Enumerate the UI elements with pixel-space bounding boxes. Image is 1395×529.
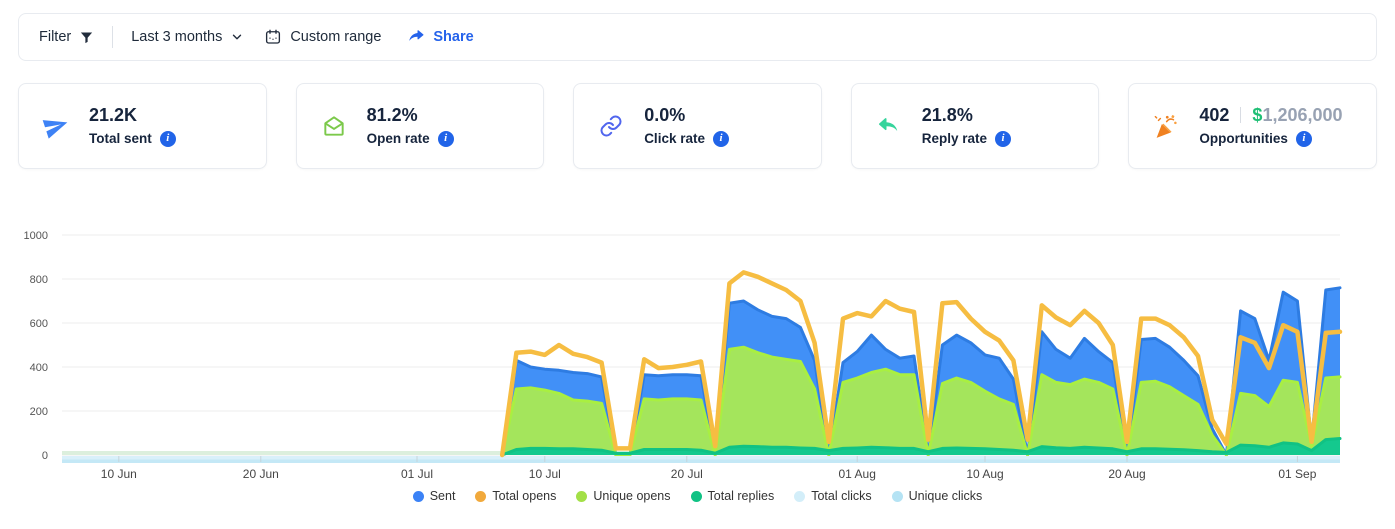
legend-dot-icon [690,490,702,502]
calendar-icon [264,28,282,46]
stat-card-open-rate: 81.2% Open rate [295,83,545,169]
stat-card-click-rate: 0.0% Click rate [573,83,822,169]
stat-card-reply-rate: 21.8% Reply rate [850,83,1100,169]
stat-value: 81.2% [366,104,418,125]
svg-text:800: 800 [30,274,48,286]
svg-text:01 Sep: 01 Sep [1278,467,1316,481]
legend-item-unique-opens[interactable]: Unique opens [576,489,671,503]
stat-label: Opportunities [1199,130,1288,146]
svg-text:10 Aug: 10 Aug [966,467,1003,481]
stat-value: 21.8% [921,104,973,125]
date-range-label: Last 3 months [131,29,223,45]
legend-dot-icon [412,490,424,502]
svg-text:0: 0 [42,450,48,462]
filter-toolbar: Filter Last 3 months Custom range Share [18,13,1377,61]
svg-text:20 Aug: 20 Aug [1108,467,1145,481]
share-button[interactable]: Share [397,28,483,46]
stats-row: 21.2K Total sent 81.2% Open rate 0.0% Cl… [18,83,1377,169]
svg-text:10 Jul: 10 Jul [529,467,561,481]
reply-icon [874,111,904,141]
svg-text:01 Aug: 01 Aug [839,467,876,481]
svg-text:200: 200 [30,406,48,418]
legend-label: Total opens [492,489,557,503]
custom-range-button[interactable]: Custom range [254,28,391,46]
info-icon[interactable] [159,130,176,147]
svg-text:1000: 1000 [24,230,48,242]
legend-label: Total clicks [811,489,872,503]
currency-symbol: $ [1252,104,1263,125]
stat-value: 0.0% [644,104,686,125]
legend-item-unique-clicks[interactable]: Unique clicks [891,489,983,503]
stat-label: Open rate [366,130,430,146]
legend-label: Unique clicks [908,489,983,503]
svg-text:10 Jun: 10 Jun [101,467,137,481]
legend-label: Total replies [707,489,775,503]
paper-plane-icon [41,111,71,141]
info-icon[interactable] [437,130,454,147]
legend-label: Sent [429,489,456,503]
analytics-chart-section: 0 200 400 600 800 1000 10 Jun 20 Jun 01 Jul 10 Ju… [0,205,1395,521]
svg-text:01 Jul: 01 Jul [401,467,433,481]
legend-item-sent[interactable]: Sent [412,489,456,503]
legend-dot-icon [891,490,903,502]
link-icon [596,111,626,141]
toolbar-divider [112,26,114,48]
share-label: Share [433,29,474,45]
info-icon[interactable] [995,130,1012,147]
legend-dot-icon [475,490,487,502]
envelope-open-icon [319,111,349,141]
party-popper-icon [1151,111,1181,141]
stat-label: Reply rate [921,130,988,146]
legend-dot-icon [794,490,806,502]
svg-text:20 Jun: 20 Jun [243,467,279,481]
opportunity-amount: 1,206,000 [1262,104,1343,125]
share-arrow-icon [407,28,425,46]
svg-text:20 Jul: 20 Jul [671,467,703,481]
info-icon[interactable] [1295,130,1312,147]
info-icon[interactable] [712,130,729,147]
analytics-chart[interactable]: 0 200 400 600 800 1000 10 Jun 20 Jun 01 Jul 10 Ju… [0,205,1395,488]
date-range-dropdown[interactable]: Last 3 months [121,29,254,45]
legend-item-total-opens[interactable]: Total opens [475,489,556,503]
stat-value: 21.2K [89,104,138,125]
stat-label: Total sent [89,130,152,146]
svg-text:600: 600 [30,318,48,330]
filter-button[interactable]: Filter [29,29,104,45]
legend-item-total-replies[interactable]: Total replies [690,489,775,503]
funnel-icon [79,30,94,45]
stat-card-total-sent: 21.2K Total sent [18,83,267,169]
chart-legend: Sent Total opens Unique opens Total replies… [0,489,1395,503]
stat-label: Click rate [644,130,705,146]
filter-label: Filter [39,29,72,45]
stat-card-opportunities: 402 $1,206,000 Opportunities [1128,83,1377,169]
value-divider [1240,106,1242,123]
legend-label: Unique opens [593,489,671,503]
svg-text:400: 400 [30,362,48,374]
legend-dot-icon [576,490,588,502]
legend-item-total-clicks[interactable]: Total clicks [794,489,872,503]
chevron-down-icon [230,30,244,44]
stat-value: 402 [1199,104,1230,125]
custom-range-label: Custom range [290,29,382,45]
